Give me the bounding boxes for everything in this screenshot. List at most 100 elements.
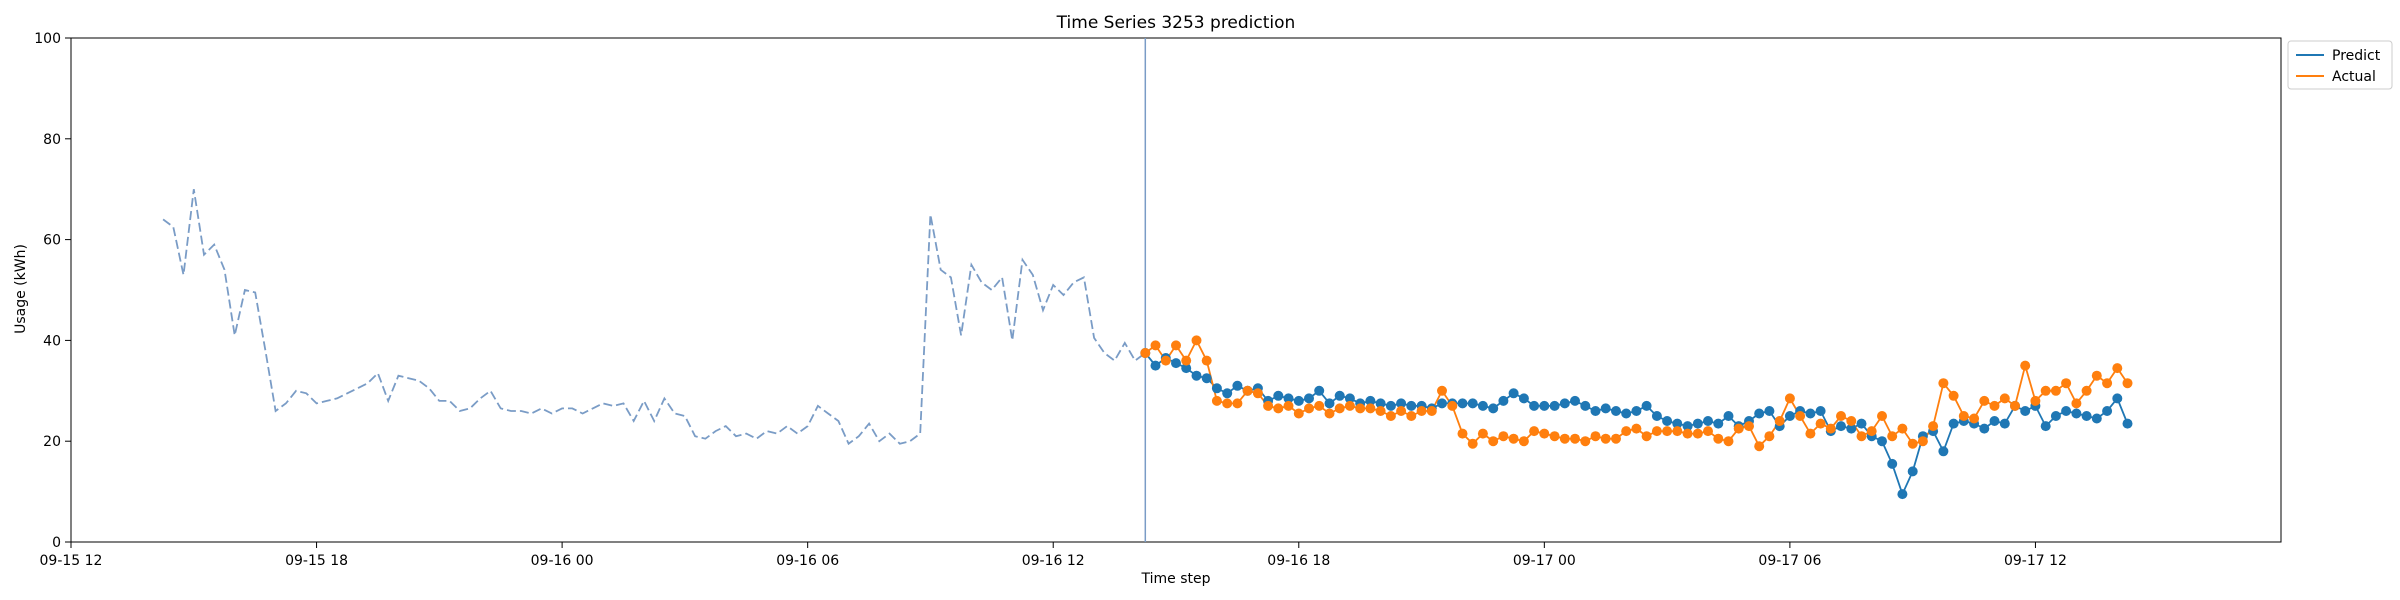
actual-point (1856, 431, 1867, 442)
legend-actual-label: Actual (2332, 69, 2376, 85)
predict-point (1836, 421, 1846, 432)
predict-point (1396, 398, 1407, 409)
actual-point (2081, 385, 2092, 396)
actual-point (1917, 436, 1928, 447)
actual-point (1969, 413, 1980, 424)
y-tick-label: 80 (43, 132, 61, 148)
predict-point (1713, 418, 1724, 429)
actual-point (1498, 431, 1509, 442)
x-tick-label: 09-16 00 (531, 553, 594, 569)
actual-point (1651, 426, 1662, 437)
predict-point (1559, 398, 1570, 409)
predict-point (1211, 383, 1222, 394)
predict-point (1477, 400, 1488, 411)
actual-point (1641, 431, 1652, 442)
predict-point (1682, 421, 1693, 432)
predict-point (1989, 416, 2000, 426)
y-tick-label: 0 (52, 535, 61, 551)
actual-point (1784, 393, 1795, 404)
x-axis: 09-15 12 09-15 18 09-16 00 09-16 06 09-16 12… (40, 542, 2067, 569)
actual-point (1232, 398, 1243, 409)
actual-point (2020, 360, 2031, 371)
predict-point (1324, 398, 1335, 409)
predict-point (1815, 406, 1826, 416)
actual-point (1140, 348, 1151, 358)
actual-point (1181, 355, 1192, 366)
plot-area (70, 37, 2282, 543)
x-tick-label: 09-17 00 (1513, 553, 1576, 569)
actual-point (1723, 436, 1734, 447)
actual-point (2122, 378, 2133, 389)
predict-point (1437, 398, 1447, 409)
x-tick-label: 09-17 06 (1758, 553, 1821, 569)
predict-point (2071, 408, 2082, 419)
predict-point (1457, 398, 1468, 409)
actual-point (1518, 436, 1529, 447)
actual-point (1508, 433, 1519, 444)
predict-line (1144, 352, 2129, 497)
actual-point (2102, 378, 2113, 389)
predict-point (2112, 393, 2123, 404)
actual-point (1529, 426, 1540, 437)
actual-point (1887, 431, 1898, 442)
actual-point (1744, 421, 1754, 432)
predict-point (1375, 398, 1386, 409)
predict-point (1232, 380, 1243, 391)
predict-point (1518, 393, 1529, 404)
x-tick-label: 09-17 12 (2004, 553, 2067, 569)
predict-point (1590, 406, 1601, 416)
actual-point (1283, 400, 1294, 411)
predict-point (1334, 390, 1345, 401)
predict-point (1498, 395, 1509, 406)
predict-point (1938, 446, 1949, 457)
predict-point (1171, 358, 1181, 369)
actual-point (1375, 406, 1386, 416)
actual-point (1416, 406, 1427, 416)
actual-point (1273, 403, 1284, 414)
predict-point (1488, 403, 1499, 414)
predict-point (2061, 406, 2072, 416)
actual-point (1979, 395, 1990, 406)
predict-point (1283, 393, 1294, 404)
actual-point (1263, 400, 1274, 411)
actual-point (1355, 403, 1366, 414)
predict-point (1529, 400, 1540, 411)
predict-point (2050, 411, 2061, 421)
predict-point (1539, 400, 1550, 411)
actual-point (1211, 395, 1222, 406)
predict-point (1856, 418, 1867, 429)
actual-point (1467, 438, 1478, 449)
actual-point (1222, 398, 1233, 409)
actual-point (2030, 395, 2041, 406)
predict-point (1222, 388, 1233, 399)
actual-point (1928, 421, 1939, 432)
actual-point (2071, 398, 2082, 409)
predict-point (1641, 400, 1652, 411)
actual-point (1406, 411, 1417, 421)
predict-point (1846, 423, 1857, 434)
actual-point (1692, 428, 1703, 439)
predict-point (1467, 398, 1478, 409)
actual-point (1457, 428, 1468, 439)
actual-point (1621, 426, 1632, 437)
actual-point (1815, 418, 1826, 429)
predict-point (2020, 406, 2031, 416)
series-markers (1140, 335, 2133, 500)
predict-point (1201, 373, 1212, 384)
actual-point (1682, 428, 1693, 439)
predict-point (1999, 418, 2010, 429)
actual-point (1703, 426, 1713, 437)
predict-point (1897, 489, 1908, 500)
predict-point (1764, 406, 1775, 416)
actual-point (1477, 428, 1488, 439)
actual-point (1201, 355, 1212, 366)
predict-point (1784, 411, 1795, 421)
actual-point (1191, 335, 1202, 346)
actual-point (1825, 423, 1836, 434)
x-tick-label: 09-15 18 (285, 553, 348, 569)
actual-point (1877, 411, 1887, 421)
actual-point (1150, 340, 1161, 351)
predict-point (1150, 360, 1161, 371)
actual-point (1314, 400, 1325, 411)
predict-point (2040, 421, 2051, 432)
